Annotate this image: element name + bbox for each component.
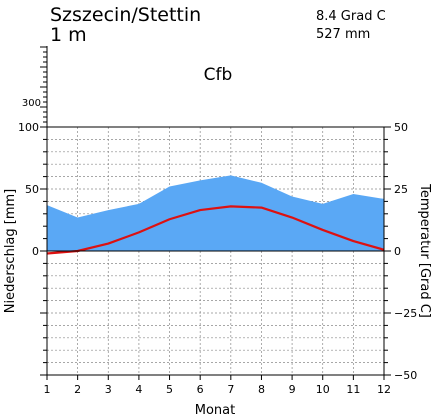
precipitation-area — [47, 175, 384, 251]
x-tick-label: 7 — [227, 383, 234, 396]
station-name: Szszecin/Stettin — [50, 4, 201, 26]
mean-temperature: 8.4 Grad C — [316, 9, 386, 24]
x-tick-label: 6 — [197, 383, 204, 396]
right-tick-label: 25 — [394, 183, 408, 196]
x-tick-label: 2 — [74, 383, 81, 396]
x-tick-label: 10 — [316, 383, 330, 396]
right-axis-title: Temperatur [Grad C] — [417, 183, 432, 318]
x-tick-label: 4 — [135, 383, 142, 396]
right-axis-ticks: 50 25 0 −25 −50 — [384, 121, 417, 382]
right-tick-label: −50 — [394, 369, 417, 382]
precipitation-series — [46, 175, 385, 251]
climate-classification: Cfb — [204, 65, 233, 85]
x-tick-label: 8 — [258, 383, 265, 396]
right-tick-label: 50 — [394, 121, 408, 134]
x-tick-label: 1 — [44, 383, 51, 396]
x-axis-ticks: 1 2 3 4 5 6 7 8 9 10 11 12 — [44, 375, 391, 396]
left-axis-title: Niederschlag [mm] — [3, 189, 18, 314]
annual-precipitation: 527 mm — [316, 27, 370, 42]
right-tick-label: 0 — [394, 245, 401, 258]
x-tick-label: 11 — [346, 383, 360, 396]
x-axis-title: Monat — [195, 403, 235, 418]
x-tick-label: 3 — [105, 383, 112, 396]
temperature-line — [46, 205, 385, 255]
right-tick-label: −25 — [394, 307, 417, 320]
x-tick-label: 5 — [166, 383, 173, 396]
left-tick-label: 50 — [25, 183, 39, 196]
upper-axis-tick-label: 300 — [22, 98, 41, 109]
left-tick-label: 100 — [18, 121, 39, 134]
left-axis-ticks: 0 50 100 — [18, 121, 47, 376]
station-elevation: 1 m — [50, 24, 87, 46]
x-tick-label: 9 — [289, 383, 296, 396]
left-tick-label: 0 — [32, 245, 39, 258]
upper-precip-axis — [40, 46, 48, 128]
x-tick-label: 12 — [377, 383, 391, 396]
